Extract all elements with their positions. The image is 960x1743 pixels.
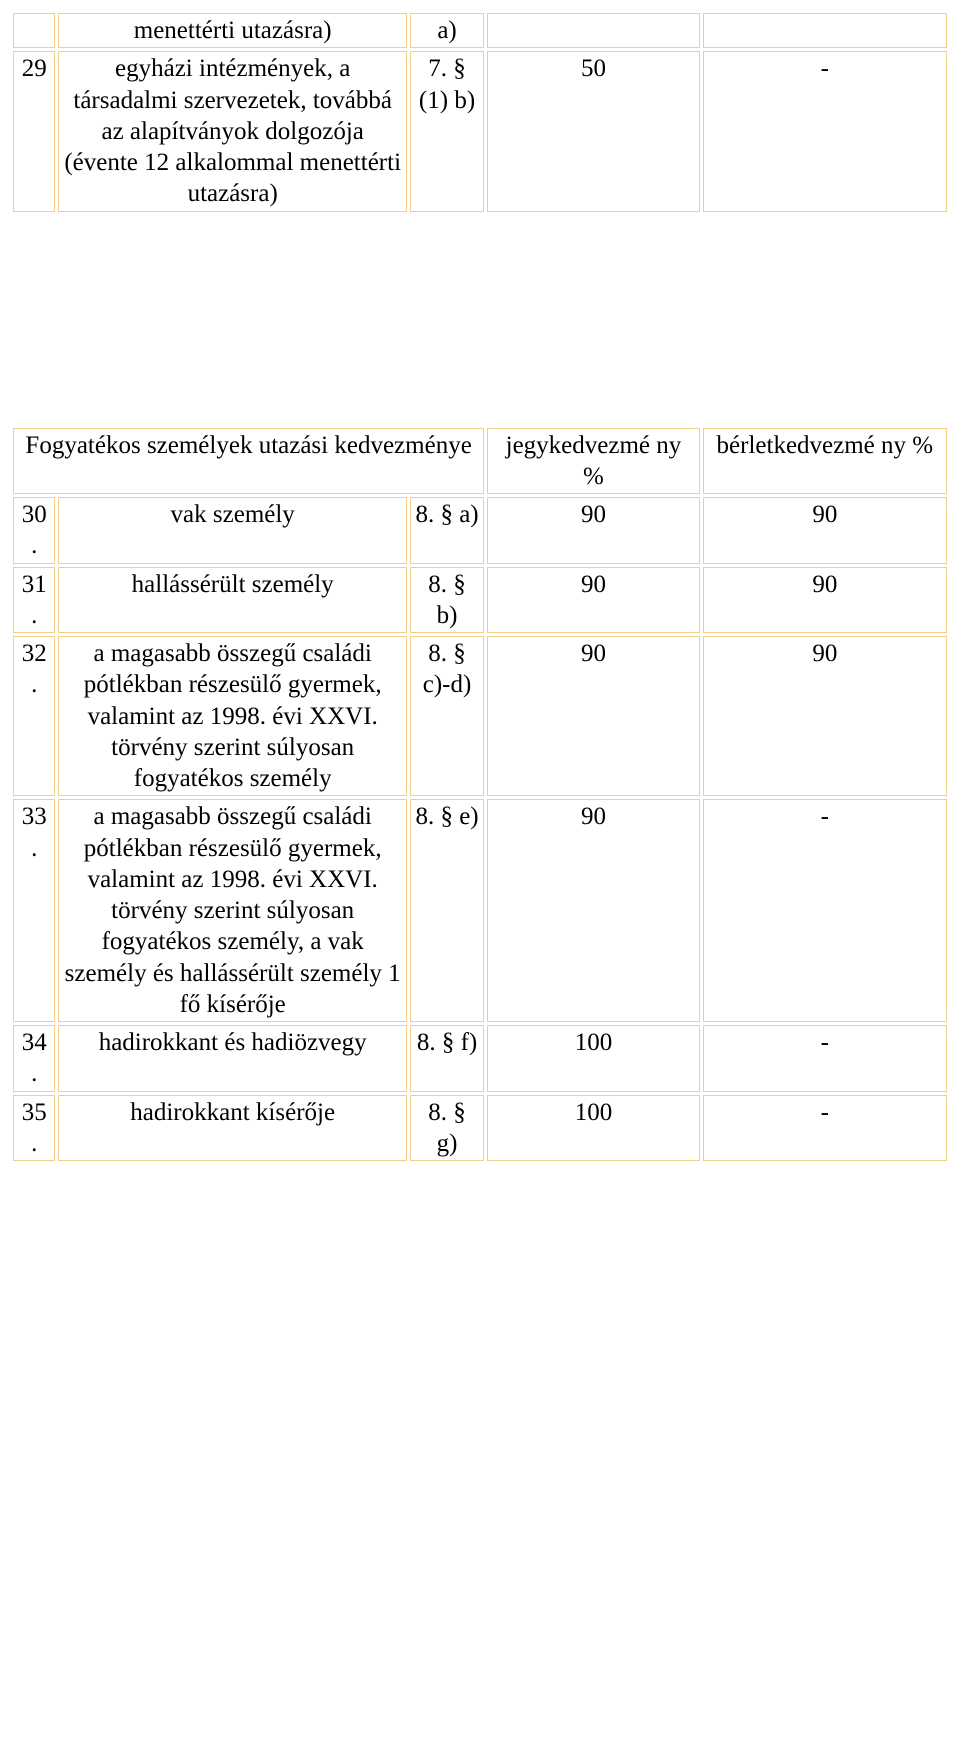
- row-pass: 90: [703, 636, 947, 796]
- row-ticket: 90: [487, 497, 699, 564]
- header-pass-pct: bérletkedvezmé ny %: [703, 428, 947, 495]
- row-description: vak személy: [58, 497, 406, 564]
- table-row: 32 . a magasabb összegű családi pótlékba…: [13, 636, 947, 796]
- row-pass: 90: [703, 497, 947, 564]
- row-number: 34 .: [13, 1025, 55, 1092]
- row-ticket: [487, 13, 699, 48]
- row-number: 33 .: [13, 799, 55, 1022]
- table-row: 30 . vak személy 8. § a) 90 90: [13, 497, 947, 564]
- row-ticket: 90: [487, 636, 699, 796]
- row-reference: 7. § (1) b): [410, 51, 484, 211]
- header-ticket-pct: jegykedvezmé ny %: [487, 428, 699, 495]
- row-reference: 8. § e): [410, 799, 484, 1022]
- row-description: egyházi intézmények, a társadalmi szerve…: [58, 51, 406, 211]
- row-number: 30 .: [13, 497, 55, 564]
- row-pass: [703, 13, 947, 48]
- row-reference: 8. § f): [410, 1025, 484, 1092]
- table-row: 35 . hadirokkant kísérője 8. § g) 100 -: [13, 1095, 947, 1162]
- section-gap: [10, 215, 950, 425]
- row-pass: -: [703, 51, 947, 211]
- row-ticket: 90: [487, 567, 699, 634]
- row-description: a magasabb összegű családi pótlékban rés…: [58, 799, 406, 1022]
- row-description: hadirokkant kísérője: [58, 1095, 406, 1162]
- row-description: a magasabb összegű családi pótlékban rés…: [58, 636, 406, 796]
- row-number: 32 .: [13, 636, 55, 796]
- bottom-table-body: Fogyatékos személyek utazási kedvezménye…: [13, 428, 947, 1162]
- row-pass: -: [703, 799, 947, 1022]
- table-header-row: Fogyatékos személyek utazási kedvezménye…: [13, 428, 947, 495]
- row-number: 29: [13, 51, 55, 211]
- bottom-table: Fogyatékos személyek utazási kedvezménye…: [10, 425, 950, 1165]
- row-pass: -: [703, 1025, 947, 1092]
- row-ticket: 100: [487, 1025, 699, 1092]
- row-reference: 8. § b): [410, 567, 484, 634]
- table-row: 33 . a magasabb összegű családi pótlékba…: [13, 799, 947, 1022]
- row-ticket: 100: [487, 1095, 699, 1162]
- row-description: hallássérült személy: [58, 567, 406, 634]
- top-table-body: menettérti utazásra) a) 29 egyházi intéz…: [13, 13, 947, 212]
- row-reference: 8. § g): [410, 1095, 484, 1162]
- row-reference: 8. § c)-d): [410, 636, 484, 796]
- row-pass: 90: [703, 567, 947, 634]
- row-pass: -: [703, 1095, 947, 1162]
- row-reference: 8. § a): [410, 497, 484, 564]
- header-title: Fogyatékos személyek utazási kedvezménye: [13, 428, 484, 495]
- row-ticket: 90: [487, 799, 699, 1022]
- table-row: 34 . hadirokkant és hadiözvegy 8. § f) 1…: [13, 1025, 947, 1092]
- row-reference: a): [410, 13, 484, 48]
- table-row: 29 egyházi intézmények, a társadalmi sze…: [13, 51, 947, 211]
- row-ticket: 50: [487, 51, 699, 211]
- row-number: 31 .: [13, 567, 55, 634]
- row-number: 35 .: [13, 1095, 55, 1162]
- table-row: menettérti utazásra) a): [13, 13, 947, 48]
- table-row: 31 . hallássérült személy 8. § b) 90 90: [13, 567, 947, 634]
- row-number: [13, 13, 55, 48]
- top-table: menettérti utazásra) a) 29 egyházi intéz…: [10, 10, 950, 215]
- row-description: menettérti utazásra): [58, 13, 406, 48]
- row-description: hadirokkant és hadiözvegy: [58, 1025, 406, 1092]
